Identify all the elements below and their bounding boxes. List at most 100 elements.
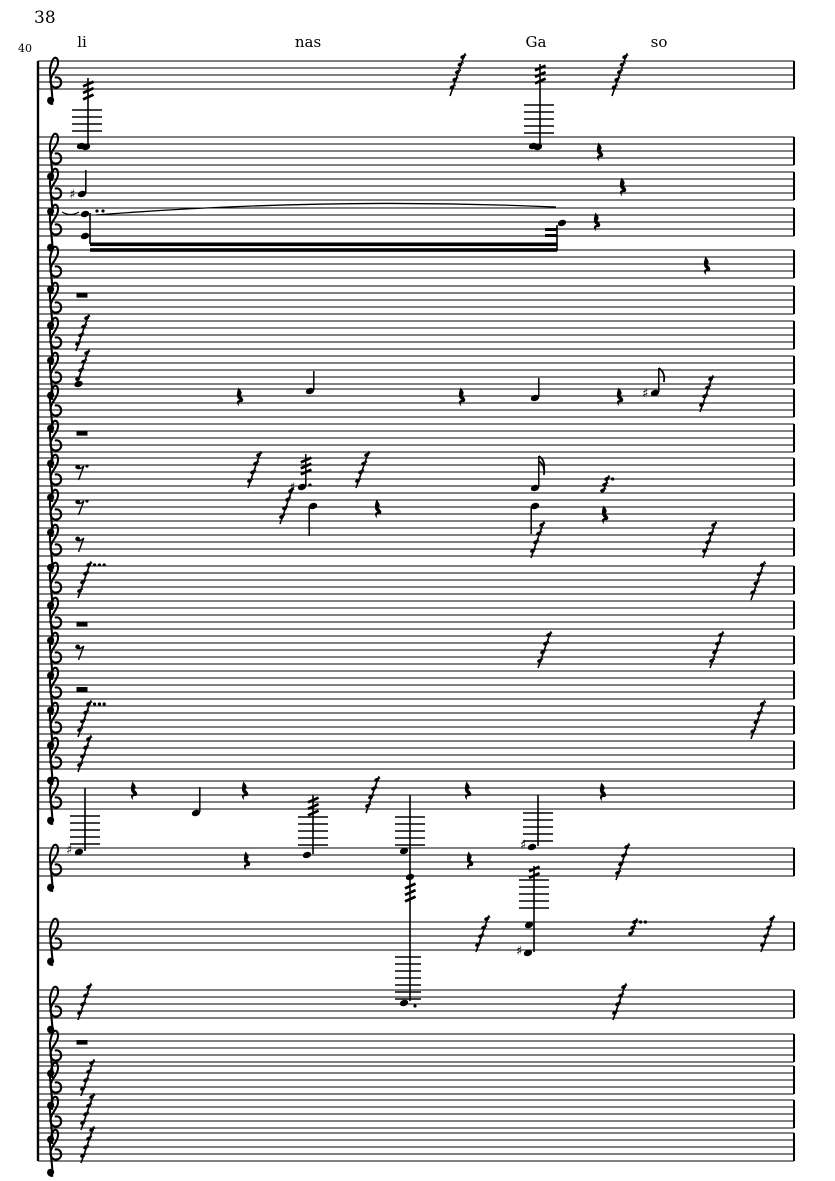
note — [530, 455, 546, 492]
note: ♯ — [69, 170, 87, 203]
quarter-rest — [374, 499, 382, 519]
staff-23 — [38, 982, 795, 1034]
tremolo-run — [77, 699, 106, 738]
tremolo-run — [365, 775, 381, 814]
tremolo-run — [537, 630, 553, 669]
tremolo-run — [247, 450, 263, 489]
tremolo-run — [760, 914, 776, 953]
eighth-rest — [75, 464, 89, 481]
staff-2 — [38, 64, 795, 181]
svg-text:♯: ♯ — [520, 838, 526, 853]
lyric-syllable: nas — [294, 33, 322, 51]
tremolo-run — [750, 560, 767, 601]
quarter-rest — [619, 177, 627, 197]
quarter-rest — [599, 782, 607, 802]
tremolo-run — [75, 313, 91, 352]
note — [308, 502, 318, 536]
quarter-rest — [466, 851, 474, 871]
whole-rest — [76, 687, 88, 692]
tremolo-run — [449, 52, 467, 97]
note-chord — [556, 219, 567, 251]
treble-clef-icon — [47, 843, 63, 892]
tremolo-run — [475, 914, 491, 953]
staff-27 — [38, 1125, 795, 1177]
treble-clef-icon — [47, 1061, 63, 1110]
tremolo-run — [74, 348, 91, 388]
note-chord: ♯ — [66, 788, 100, 858]
beam-stub — [545, 234, 557, 237]
whole-rest — [76, 622, 88, 627]
staff-18 — [38, 699, 795, 750]
note-chord — [80, 209, 105, 244]
staff-20 — [38, 775, 795, 825]
staff-4 — [38, 202, 795, 252]
treble-clef-icon — [47, 561, 63, 610]
treble-clef-icon — [47, 56, 63, 105]
treble-clef-icon — [47, 132, 63, 181]
whole-rest — [76, 293, 88, 298]
tremolo-run — [702, 520, 718, 559]
lyric-syllable: Ga — [525, 33, 547, 51]
quarter-rest — [601, 505, 609, 525]
quarter-rest — [130, 781, 138, 801]
treble-clef-icon — [47, 281, 63, 330]
treble-clef-icon — [47, 985, 63, 1034]
note-chord — [72, 78, 102, 151]
tremolo-run — [699, 374, 715, 413]
quarter-rest — [596, 142, 604, 162]
tremolo-run — [80, 1125, 96, 1164]
treble-clef-icon — [47, 917, 63, 966]
treble-clef-icon — [47, 631, 63, 680]
tremolo-run — [355, 450, 371, 489]
measure-number: 40 — [18, 42, 32, 55]
tremolo-run — [80, 1058, 96, 1097]
quarter-rest — [703, 256, 711, 276]
staff-15 — [38, 596, 795, 645]
tremolo-run — [628, 917, 648, 936]
treble-clef-icon — [47, 666, 63, 715]
treble-clef-icon — [47, 203, 63, 252]
staff-14 — [38, 560, 795, 610]
tremolo-run — [77, 982, 93, 1021]
quarter-rest — [241, 781, 249, 801]
treble-clef-icon — [47, 384, 63, 433]
staff-12 — [38, 486, 795, 537]
treble-clef-icon — [47, 488, 63, 537]
staff-6 — [38, 281, 795, 330]
staff-25 — [38, 1058, 795, 1110]
tremolo-run — [77, 734, 93, 773]
whole-rest — [76, 431, 88, 436]
svg-text:♯: ♯ — [66, 843, 72, 858]
treble-clef-icon — [47, 316, 63, 365]
quarter-rest — [243, 851, 251, 871]
note — [191, 787, 201, 817]
treble-clef-icon — [47, 701, 63, 750]
svg-text:♯: ♯ — [642, 387, 648, 402]
note — [530, 378, 540, 402]
staff-17 — [38, 666, 795, 715]
whole-rest — [76, 1040, 88, 1045]
note-chord — [298, 795, 328, 859]
staff-22 — [38, 914, 795, 966]
eighth-rest — [75, 536, 85, 553]
note — [530, 502, 540, 534]
staff-21: ♯ ♯ ♯ — [38, 788, 795, 1008]
slur — [95, 202, 557, 216]
staff-8 — [38, 348, 795, 400]
lyric-syllable: li — [77, 33, 87, 51]
tremolo-run — [709, 630, 725, 669]
staff-3: ♯ — [38, 167, 795, 216]
quarter-rest — [236, 387, 244, 407]
tremolo-run — [279, 486, 295, 525]
lyric-syllable: so — [650, 33, 668, 51]
tremolo-run — [611, 52, 629, 97]
staff-13 — [38, 520, 795, 572]
treble-clef-icon — [47, 1128, 63, 1177]
staff-16 — [38, 630, 795, 680]
eighth-rest — [75, 644, 85, 661]
staff-19 — [38, 734, 795, 785]
page-number: 38 — [34, 8, 56, 28]
staff-24 — [38, 1029, 795, 1078]
